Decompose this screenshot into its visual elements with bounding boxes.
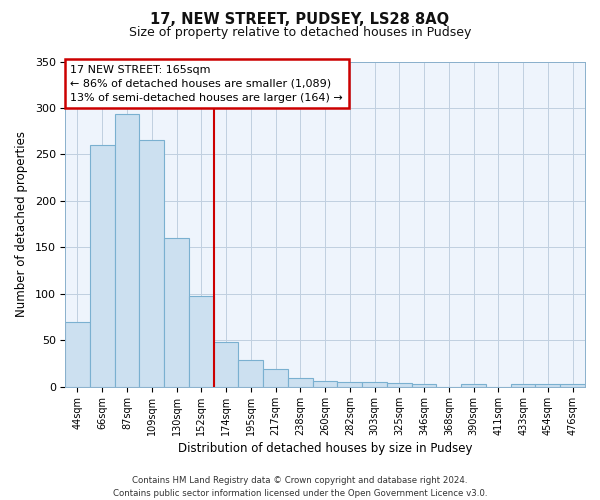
Bar: [337, 382, 362, 386]
Bar: [313, 381, 337, 386]
Bar: [412, 384, 436, 386]
Text: Size of property relative to detached houses in Pudsey: Size of property relative to detached ho…: [129, 26, 471, 39]
Bar: [288, 378, 313, 386]
Bar: [560, 384, 585, 386]
Bar: [461, 384, 486, 386]
Bar: [511, 384, 535, 386]
Bar: [139, 140, 164, 386]
Bar: [362, 382, 387, 386]
Bar: [387, 383, 412, 386]
Text: 17, NEW STREET, PUDSEY, LS28 8AQ: 17, NEW STREET, PUDSEY, LS28 8AQ: [151, 12, 449, 28]
Text: Contains HM Land Registry data © Crown copyright and database right 2024.
Contai: Contains HM Land Registry data © Crown c…: [113, 476, 487, 498]
Bar: [115, 114, 139, 386]
Bar: [263, 369, 288, 386]
Text: 17 NEW STREET: 165sqm
← 86% of detached houses are smaller (1,089)
13% of semi-d: 17 NEW STREET: 165sqm ← 86% of detached …: [70, 65, 343, 103]
Bar: [90, 145, 115, 386]
Bar: [238, 360, 263, 386]
Bar: [535, 384, 560, 386]
Y-axis label: Number of detached properties: Number of detached properties: [15, 131, 28, 317]
Bar: [164, 238, 189, 386]
Bar: [214, 342, 238, 386]
Bar: [65, 322, 90, 386]
X-axis label: Distribution of detached houses by size in Pudsey: Distribution of detached houses by size …: [178, 442, 472, 455]
Bar: [189, 296, 214, 386]
